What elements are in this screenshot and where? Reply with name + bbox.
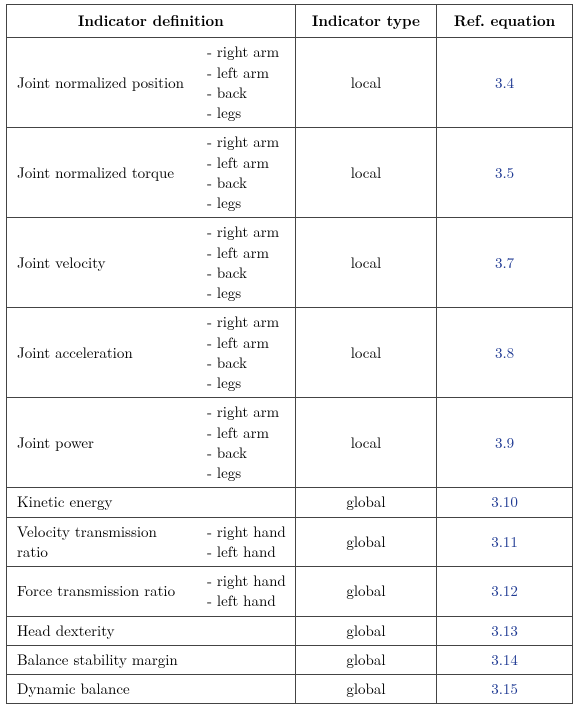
indicator-part: - right hand bbox=[207, 571, 287, 591]
table-row: Joint normalized torque- right arm- left… bbox=[7, 128, 573, 218]
ref-equation-link[interactable]: 3.12 bbox=[491, 580, 518, 601]
table-row: Head dexterityglobal 3.13 bbox=[7, 616, 573, 645]
ref-equation-link[interactable]: 3.8 bbox=[495, 342, 514, 363]
indicator-part: - left arm bbox=[207, 333, 287, 353]
indicator-type: local bbox=[295, 128, 437, 218]
ref-equation-link[interactable]: 3.11 bbox=[491, 531, 518, 552]
table-row: Dynamic balanceglobal 3.15 bbox=[7, 675, 573, 704]
header-indicator-type: Indicator type bbox=[295, 5, 437, 38]
indicator-part: - left hand bbox=[207, 591, 287, 611]
ref-equation-cell: 3.9 bbox=[437, 398, 573, 488]
ref-equation-cell: 3.10 bbox=[437, 488, 573, 517]
ref-equation-link[interactable]: 3.9 bbox=[495, 432, 514, 453]
indicator-part: - right arm bbox=[207, 132, 287, 152]
header-indicator-definition: Indicator definition bbox=[7, 5, 296, 38]
table-header-row: Indicator definition Indicator type Ref.… bbox=[7, 5, 573, 38]
indicator-label: Head dexterity bbox=[7, 616, 296, 645]
indicator-part: - left arm bbox=[207, 423, 287, 443]
indicator-label: Joint normalized position bbox=[7, 38, 199, 128]
indicator-type: global bbox=[295, 675, 437, 704]
indicator-label: Velocity transmission ratio bbox=[7, 517, 199, 567]
ref-equation-link[interactable]: 3.4 bbox=[495, 72, 514, 93]
table-row: Balance stability marginglobal 3.14 bbox=[7, 645, 573, 674]
header-ref-equation: Ref. equation bbox=[437, 5, 573, 38]
indicator-type: local bbox=[295, 218, 437, 308]
indicator-part: - left arm bbox=[207, 63, 287, 83]
indicator-label: Dynamic balance bbox=[7, 675, 296, 704]
indicator-type: global bbox=[295, 616, 437, 645]
table-row: Velocity transmission ratio- right hand-… bbox=[7, 517, 573, 567]
indicator-part: - legs bbox=[207, 463, 287, 483]
ref-equation-cell: 3.11 bbox=[437, 517, 573, 567]
indicator-parts: - right arm- left arm- back- legs bbox=[199, 218, 295, 308]
table-row: Kinetic energyglobal 3.10 bbox=[7, 488, 573, 517]
indicator-part: - right arm bbox=[207, 42, 287, 62]
indicator-type: local bbox=[295, 398, 437, 488]
ref-equation-link[interactable]: 3.5 bbox=[495, 162, 514, 183]
indicator-parts: - right arm- left arm- back- legs bbox=[199, 308, 295, 398]
indicator-part: - back bbox=[207, 83, 287, 103]
indicator-part: - back bbox=[207, 353, 287, 373]
ref-equation-cell: 3.7 bbox=[437, 218, 573, 308]
indicators-table: Indicator definition Indicator type Ref.… bbox=[6, 4, 573, 704]
indicator-type: global bbox=[295, 488, 437, 517]
ref-equation-cell: 3.5 bbox=[437, 128, 573, 218]
indicator-part: - legs bbox=[207, 373, 287, 393]
ref-equation-cell: 3.13 bbox=[437, 616, 573, 645]
indicator-label: Force transmission ratio bbox=[7, 567, 199, 617]
indicator-parts: - right hand- left hand bbox=[199, 517, 295, 567]
ref-equation-link[interactable]: 3.15 bbox=[491, 678, 518, 699]
table-body: Joint normalized position- right arm- le… bbox=[7, 38, 573, 704]
indicator-label: Joint power bbox=[7, 398, 199, 488]
indicator-label: Kinetic energy bbox=[7, 488, 296, 517]
indicator-label: Joint velocity bbox=[7, 218, 199, 308]
indicator-type: global bbox=[295, 517, 437, 567]
indicator-parts: - right arm- left arm- back- legs bbox=[199, 398, 295, 488]
indicator-part: - back bbox=[207, 443, 287, 463]
ref-equation-cell: 3.4 bbox=[437, 38, 573, 128]
indicator-parts: - right arm- left arm- back- legs bbox=[199, 38, 295, 128]
indicator-part: - legs bbox=[207, 103, 287, 123]
ref-equation-link[interactable]: 3.10 bbox=[491, 491, 518, 512]
indicator-part: - left arm bbox=[207, 243, 287, 263]
indicator-part: - back bbox=[207, 263, 287, 283]
indicator-label: Balance stability margin bbox=[7, 645, 296, 674]
ref-equation-cell: 3.12 bbox=[437, 567, 573, 617]
ref-equation-link[interactable]: 3.7 bbox=[495, 252, 514, 273]
ref-equation-link[interactable]: 3.13 bbox=[491, 620, 518, 641]
table-row: Joint normalized position- right arm- le… bbox=[7, 38, 573, 128]
indicator-part: - legs bbox=[207, 283, 287, 303]
indicator-part: - left hand bbox=[207, 542, 287, 562]
indicator-type: local bbox=[295, 38, 437, 128]
indicator-part: - back bbox=[207, 173, 287, 193]
table-row: Joint velocity- right arm- left arm- bac… bbox=[7, 218, 573, 308]
indicator-label: Joint acceleration bbox=[7, 308, 199, 398]
ref-equation-cell: 3.8 bbox=[437, 308, 573, 398]
ref-equation-cell: 3.15 bbox=[437, 675, 573, 704]
indicator-part: - right hand bbox=[207, 522, 287, 542]
indicator-part: - legs bbox=[207, 193, 287, 213]
ref-equation-link[interactable]: 3.14 bbox=[491, 649, 518, 670]
table-row: Joint acceleration- right arm- left arm-… bbox=[7, 308, 573, 398]
indicator-parts: - right hand- left hand bbox=[199, 567, 295, 617]
indicator-part: - right arm bbox=[207, 222, 287, 242]
indicator-parts: - right arm- left arm- back- legs bbox=[199, 128, 295, 218]
table-row: Force transmission ratio- right hand- le… bbox=[7, 567, 573, 617]
indicator-type: global bbox=[295, 645, 437, 674]
indicator-type: global bbox=[295, 567, 437, 617]
ref-equation-cell: 3.14 bbox=[437, 645, 573, 674]
indicator-type: local bbox=[295, 308, 437, 398]
table-row: Joint power- right arm- left arm- back- … bbox=[7, 398, 573, 488]
indicator-label: Joint normalized torque bbox=[7, 128, 199, 218]
indicator-part: - right arm bbox=[207, 402, 287, 422]
indicator-part: - right arm bbox=[207, 312, 287, 332]
indicator-part: - left arm bbox=[207, 153, 287, 173]
